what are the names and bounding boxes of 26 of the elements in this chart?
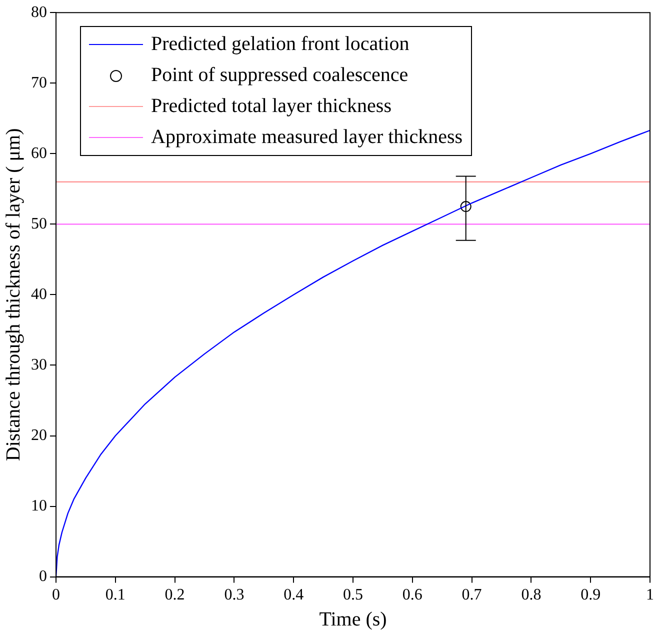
y-tick-label: 10: [31, 497, 47, 514]
y-tick-label: 20: [31, 426, 47, 444]
y-tick-label: 50: [31, 215, 47, 232]
y-tick-label: 40: [31, 286, 47, 303]
y-tick-label: 0: [39, 568, 47, 586]
x-tick-label: 0.2: [164, 586, 185, 604]
y-tick-label: 30: [31, 356, 47, 374]
y-tick-label: 80: [31, 4, 47, 21]
x-tick-label: 1: [646, 586, 654, 604]
x-tick-label: 0.1: [105, 586, 126, 604]
y-axis-title: Distance through thickness of layer ( μm): [2, 128, 24, 462]
legend-label: Point of suppressed coalescence: [151, 63, 408, 88]
x-tick-label: 0.9: [580, 586, 601, 604]
x-tick-label: 0.5: [343, 586, 363, 604]
y-tick-label: 60: [31, 144, 47, 162]
x-axis-title: Time (s): [319, 608, 387, 630]
y-tick-label: 70: [31, 74, 47, 92]
x-tick-label: 0.8: [521, 586, 542, 604]
x-tick-label: 0.7: [462, 586, 482, 604]
x-tick-label: 0.4: [284, 586, 304, 604]
x-tick-label: 0: [52, 586, 60, 604]
legend-label: Predicted gelation front location: [151, 32, 410, 57]
legend-label: Predicted total layer thickness: [151, 94, 392, 119]
x-tick-label: 0.3: [224, 586, 244, 604]
legend-label: Approximate measured layer thickness: [151, 125, 463, 150]
x-tick-label: 0.6: [402, 586, 422, 604]
